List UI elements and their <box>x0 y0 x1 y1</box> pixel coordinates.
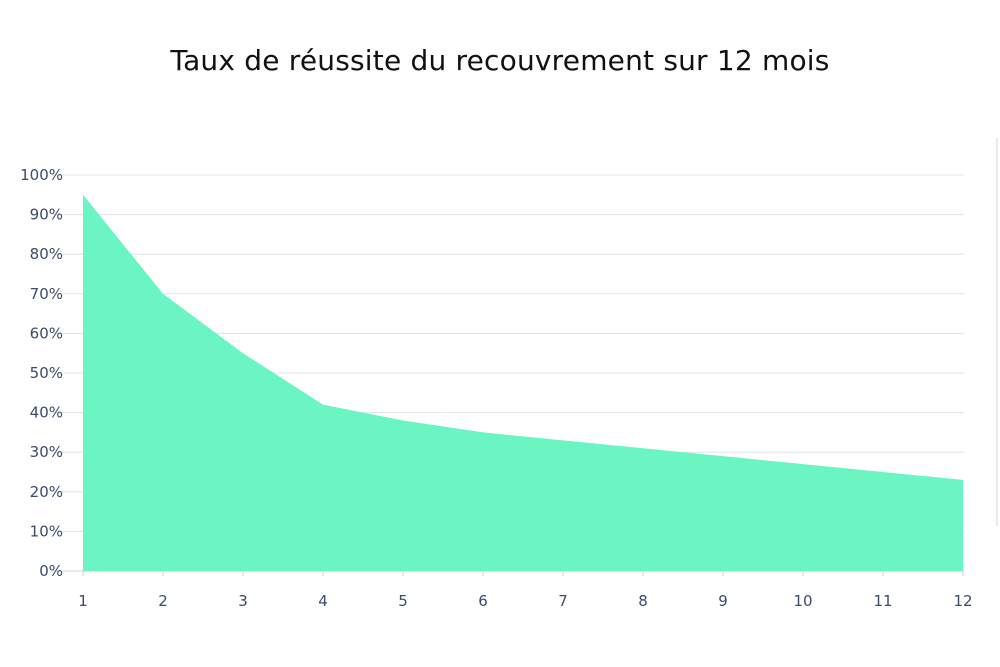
x-tick-label: 7 <box>558 592 568 610</box>
x-tick-label: 3 <box>238 592 248 610</box>
x-tick-label: 11 <box>873 592 892 610</box>
y-tick-label: 60% <box>30 324 63 342</box>
x-tick-label: 2 <box>158 592 168 610</box>
series-area <box>83 194 963 572</box>
y-tick-label: 10% <box>30 522 63 540</box>
y-tick-label: 20% <box>30 483 63 501</box>
y-tick-label: 80% <box>30 245 63 263</box>
y-axis-ticks: 0% 10% 20% 30% 40% 50% 60% 70% 80% 90% 100% <box>20 166 63 580</box>
y-tick-label: 70% <box>30 285 63 303</box>
plot-area <box>82 194 964 572</box>
right-divider <box>996 138 998 526</box>
x-tick-label: 6 <box>478 592 488 610</box>
x-tick-label: 5 <box>398 592 408 610</box>
x-tick-label: 4 <box>318 592 328 610</box>
x-axis-ticks: 1 2 3 4 5 6 7 8 9 10 11 12 <box>78 571 973 610</box>
y-tick-label: 50% <box>30 364 63 382</box>
x-tick-label: 9 <box>718 592 728 610</box>
y-tick-label: 90% <box>30 206 63 224</box>
x-tick-label: 10 <box>793 592 812 610</box>
chart-title: Taux de réussite du recouvrement sur 12 … <box>170 44 830 77</box>
y-tick-label: 30% <box>30 443 63 461</box>
x-tick-label: 8 <box>638 592 648 610</box>
y-tick-label: 100% <box>20 166 63 184</box>
x-tick-label: 12 <box>953 592 972 610</box>
x-tick-label: 1 <box>78 592 88 610</box>
y-tick-label: 40% <box>30 404 63 422</box>
y-tick-label: 0% <box>39 562 63 580</box>
